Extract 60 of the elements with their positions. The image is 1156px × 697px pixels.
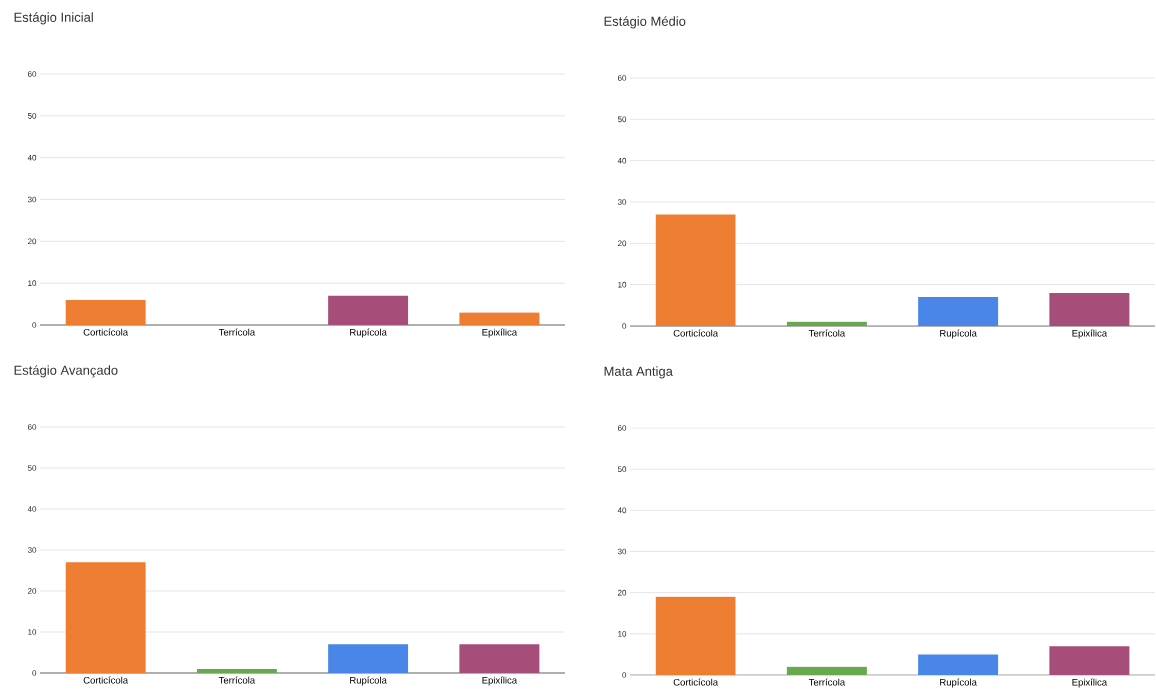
x-tick-label: Terrícola — [808, 329, 846, 337]
bar — [786, 666, 867, 675]
y-tick-label: 40 — [27, 154, 37, 161]
y-tick-label: 0 — [622, 672, 627, 678]
bar — [918, 654, 999, 675]
x-tick-label: Epixílica — [1072, 329, 1108, 339]
y-tick-label: 20 — [27, 588, 37, 594]
y-tick-label: 60 — [617, 425, 627, 431]
y-tick-label: 50 — [617, 116, 627, 123]
chart-title: Estágio Médio — [604, 16, 686, 29]
bar — [328, 644, 409, 673]
x-tick-label: Epixílica — [1072, 678, 1108, 688]
chart-title: Mata Antiga — [604, 366, 673, 379]
y-tick-label: 10 — [618, 631, 627, 637]
y-tick-label: 20 — [617, 240, 627, 247]
bar — [459, 644, 540, 673]
y-tick-label: 0 — [32, 670, 37, 676]
y-tick-label: 50 — [27, 113, 37, 119]
bar — [655, 596, 736, 675]
y-tick-label: 60 — [617, 75, 627, 81]
x-tick-label: Terrícola — [808, 678, 846, 686]
bar — [196, 668, 277, 673]
x-tick-label: Epixílica — [482, 676, 518, 686]
x-tick-label: Rupícola — [350, 676, 387, 686]
y-tick-label: 20 — [27, 238, 37, 245]
y-tick-label: 20 — [617, 589, 627, 596]
y-tick-label: 30 — [27, 196, 37, 203]
y-tick-label: 0 — [32, 322, 37, 328]
bar — [655, 214, 736, 326]
x-tick-label: Rupícola — [940, 678, 977, 688]
chart-title: Estágio Avançado — [14, 365, 118, 378]
x-tick-label: Terrícola — [218, 676, 256, 684]
y-tick-label: 0 — [622, 323, 627, 329]
y-tick-label: 10 — [618, 281, 627, 288]
y-tick-label: 10 — [28, 280, 37, 286]
y-tick-label: 60 — [27, 71, 37, 77]
x-tick-label: Epixílica — [482, 328, 518, 338]
y-tick-label: 30 — [617, 199, 627, 205]
y-tick-label: 50 — [617, 466, 627, 472]
x-tick-label: Corticícola — [83, 328, 129, 336]
y-tick-label: 10 — [28, 629, 37, 635]
y-tick-label: 50 — [27, 465, 37, 471]
bar — [65, 562, 146, 673]
chart-title: Estágio Inicial — [14, 12, 93, 25]
x-tick-label: Rupícola — [940, 329, 977, 339]
y-tick-label: 40 — [617, 507, 627, 514]
bar — [1049, 292, 1130, 326]
bar — [1049, 646, 1130, 675]
x-tick-label: Corticícola — [83, 676, 129, 684]
y-tick-label: 40 — [27, 506, 37, 512]
y-tick-label: 40 — [617, 157, 627, 164]
bar — [918, 297, 999, 326]
x-tick-label: Corticícola — [673, 678, 719, 686]
y-tick-label: 30 — [617, 548, 627, 555]
x-tick-label: Corticícola — [673, 329, 719, 337]
bar — [786, 321, 867, 326]
x-tick-label: Terrícola — [218, 328, 256, 336]
y-tick-label: 30 — [27, 547, 37, 553]
y-tick-label: 60 — [27, 424, 37, 430]
x-tick-label: Rupícola — [350, 328, 387, 338]
